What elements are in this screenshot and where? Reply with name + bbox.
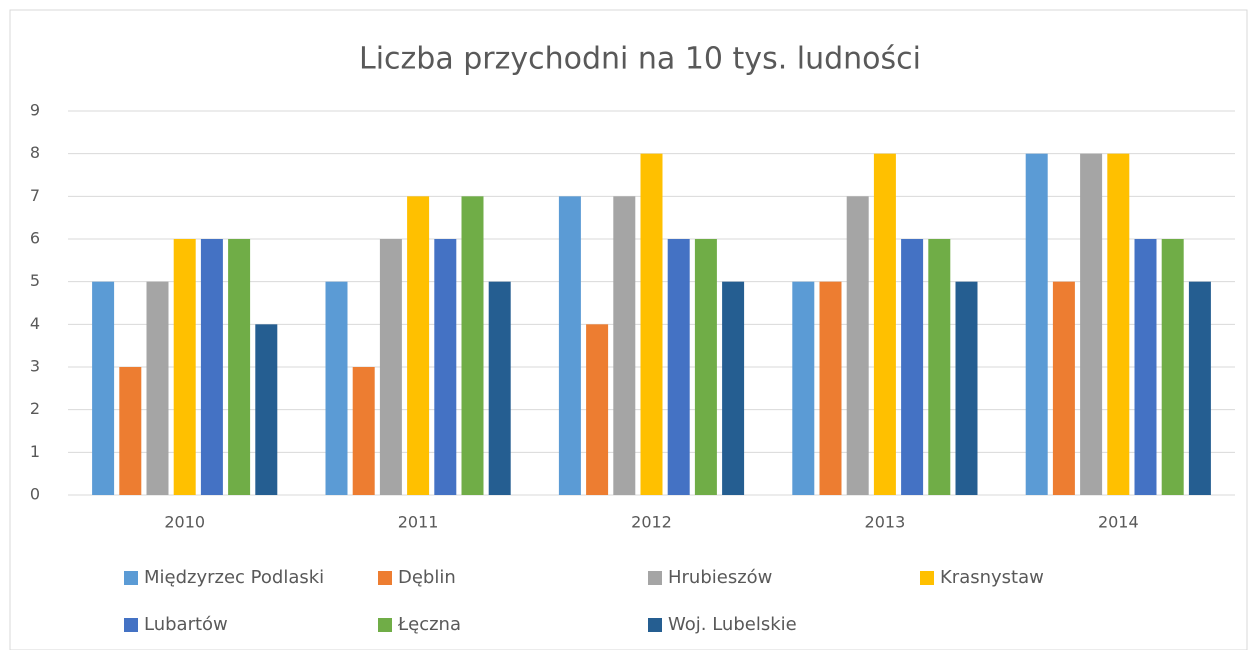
legend-swatch [378,618,392,632]
y-tick-label: 2 [30,399,40,418]
legend-label: Woj. Lubelskie [668,614,797,635]
bar [901,239,924,495]
bar [1080,153,1103,495]
bar [407,196,430,496]
legend-swatch [920,571,934,585]
bar [640,153,663,495]
x-tick-label: 2011 [398,513,439,532]
bar [379,239,402,495]
bar [1188,281,1211,495]
bar [488,281,511,495]
x-tick-label: 2010 [164,513,205,532]
legend-swatch [648,618,662,632]
legend-label: Krasnystaw [940,567,1044,588]
bar [434,239,457,495]
bar [722,281,745,495]
y-tick-label: 7 [30,186,40,205]
legend-label: Dęblin [398,567,456,588]
bar [461,196,484,496]
bar [200,239,223,495]
legend-label: Łęczna [397,614,461,635]
bar [955,281,978,495]
y-tick-label: 3 [30,357,40,376]
bar [928,239,951,495]
bar [613,196,636,496]
legend-swatch [378,571,392,585]
bar [173,239,196,495]
chart-title: Liczba przychodni na 10 tys. ludności [359,42,921,77]
y-tick-label: 9 [30,101,40,120]
x-tick-label: 2014 [1098,513,1139,532]
y-tick-label: 0 [30,485,40,504]
legend-swatch [648,571,662,585]
bar [694,239,717,495]
legend-label: Hrubieszów [668,567,772,588]
y-tick-label: 1 [30,442,40,461]
legend-swatch [124,618,138,632]
bar [1025,153,1048,495]
bar [92,281,115,495]
bar [1107,153,1130,495]
bar [792,281,815,495]
bar [667,239,690,495]
bar [1134,239,1157,495]
y-tick-label: 4 [30,314,40,333]
y-tick-label: 6 [30,229,40,248]
bar [352,367,375,495]
bar [846,196,869,496]
x-tick-label: 2012 [631,513,672,532]
bar [146,281,169,495]
bar [558,196,581,496]
y-tick-label: 5 [30,271,40,290]
bar [819,281,842,495]
bar [873,153,896,495]
bar [228,239,251,495]
y-tick-label: 8 [30,143,40,162]
bar [119,367,142,495]
bar [586,324,609,495]
bar [1161,239,1184,495]
bar [255,324,278,495]
bar [325,281,348,495]
x-tick-label: 2013 [865,513,906,532]
bar [1052,281,1075,495]
legend-label: Międzyrzec Podlaski [144,567,324,588]
legend-swatch [124,571,138,585]
legend-label: Lubartów [144,614,228,635]
